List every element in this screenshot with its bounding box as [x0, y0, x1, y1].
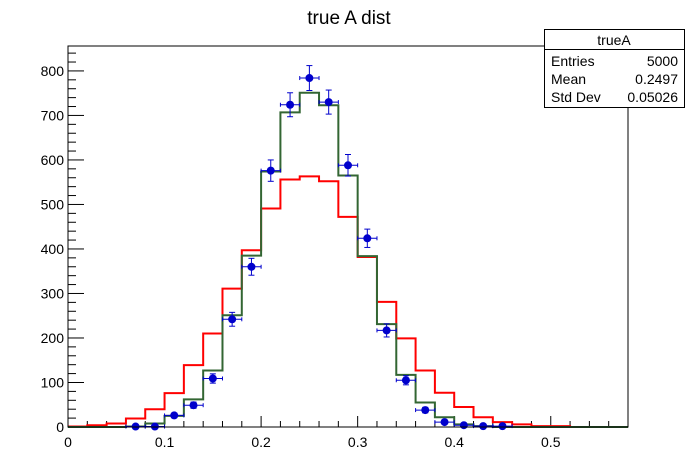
- x-tick-label: 0.5: [541, 434, 561, 450]
- data-point: [299, 65, 320, 92]
- y-tick-label: 600: [41, 152, 65, 168]
- stats-label-stddev: Std Dev: [551, 89, 601, 105]
- histogram-line: [68, 91, 628, 428]
- data-marker: [247, 262, 256, 271]
- y-tick-label: 0: [56, 419, 64, 435]
- data-point: [376, 323, 397, 338]
- x-tick-label: 0.1: [155, 434, 175, 450]
- data-marker: [228, 315, 237, 324]
- x-tick-label: 0.4: [444, 434, 464, 450]
- data-marker: [440, 418, 449, 427]
- plot-frame: [67, 45, 629, 428]
- data-marker: [305, 74, 314, 83]
- histogram-line: [68, 175, 628, 428]
- data-point: [164, 411, 185, 420]
- data-marker: [421, 406, 430, 415]
- data-point: [183, 401, 204, 410]
- data-marker: [479, 422, 488, 431]
- data-marker: [286, 100, 295, 109]
- data-point: [202, 373, 223, 384]
- data-marker: [363, 234, 372, 243]
- y-tick-label: 400: [41, 241, 65, 257]
- data-point: [415, 406, 436, 415]
- x-tick-label: 0.2: [251, 434, 271, 450]
- data-point: [492, 422, 513, 431]
- x-tick-label: 0: [64, 434, 72, 450]
- data-point: [337, 153, 359, 177]
- y-tick-label: 700: [41, 107, 65, 123]
- y-tick-label: 100: [41, 374, 65, 390]
- data-point: [260, 159, 281, 182]
- stats-value-mean: 0.2497: [635, 71, 678, 87]
- data-marker: [208, 374, 217, 383]
- stats-value-entries: 5000: [647, 53, 678, 69]
- plot-marks: [68, 65, 628, 431]
- data-point: [357, 228, 378, 248]
- data-marker: [344, 161, 352, 170]
- data-point: [318, 89, 339, 115]
- stats-label-entries: Entries: [551, 53, 595, 69]
- data-marker: [382, 326, 391, 335]
- data-point: [395, 375, 417, 386]
- x-tick-label: 0.3: [348, 434, 368, 450]
- data-point: [279, 92, 301, 118]
- data-marker: [401, 376, 410, 385]
- data-point: [453, 421, 475, 430]
- y-tick-label: 300: [41, 285, 65, 301]
- data-marker: [498, 422, 507, 431]
- data-marker: [266, 166, 275, 175]
- chart-title: true A dist: [307, 8, 391, 29]
- stats-label-mean: Mean: [551, 71, 586, 87]
- data-point: [473, 422, 494, 431]
- y-tick-label: 500: [41, 196, 65, 212]
- stats-box: trueA Entries 5000 Mean 0.2497 Std Dev 0…: [544, 29, 685, 108]
- data-marker: [170, 411, 179, 420]
- axes: 0 0.1 0.2 0.3 0.4 0.5 0 100 200 300 400 500 600 700 80…: [41, 52, 629, 450]
- y-tick-label: 200: [41, 330, 65, 346]
- stats-value-stddev: 0.05026: [627, 89, 678, 105]
- data-marker: [324, 98, 333, 107]
- data-marker: [459, 421, 468, 430]
- data-point: [434, 418, 455, 427]
- y-tick-label: 800: [41, 63, 65, 79]
- data-point: [241, 257, 262, 276]
- stats-title: trueA: [597, 32, 631, 48]
- data-marker: [189, 401, 198, 410]
- data-point: [221, 311, 243, 327]
